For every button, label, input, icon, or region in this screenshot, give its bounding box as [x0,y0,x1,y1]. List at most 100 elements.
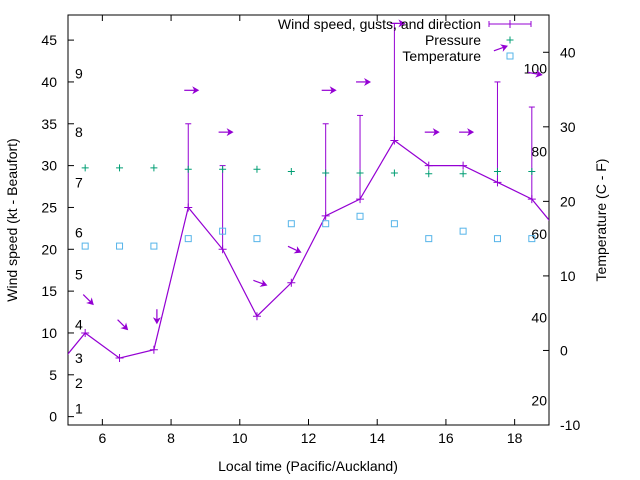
temperature-point [390,220,398,228]
wind-direction-arrow [184,86,200,95]
y2-tick-label: 20 [560,193,576,209]
wind-direction-arrow [321,86,337,95]
pressure-point [425,170,433,178]
y-tick-label: 5 [49,367,57,383]
fahrenheit-label: 20 [531,392,547,408]
wind-direction-arrow [287,245,302,254]
pressure-point [184,165,192,173]
legend-label: Wind speed, gusts, and direction [278,16,481,32]
y-tick-label: 15 [41,283,57,299]
beaufort-label: 3 [75,350,83,366]
y-tick-label: 30 [41,158,57,174]
pressure-point [253,165,261,173]
temperature-point [459,227,467,235]
y2-axis-title: Temperature (C - F) [593,159,609,282]
wind-speed-point [527,195,536,204]
x-tick-label: 8 [167,430,175,446]
y-tick-label: 35 [41,116,57,132]
fahrenheit-label: 40 [531,310,547,326]
wind-speed-point [149,345,158,354]
x-axis-title: Local time (Pacific/Auckland) [218,458,398,474]
wind-direction-arrow [356,77,372,86]
temperature-point [184,235,192,243]
x-tick-label: 14 [369,430,385,446]
beaufort-label: 8 [75,124,83,140]
y-axis-title: Wind speed (kt - Beaufort) [4,138,20,301]
y-tick-label: 25 [41,199,57,215]
x-tick-label: 6 [98,430,106,446]
pressure-point [81,164,89,172]
temperature-point [528,235,536,243]
wind-speed-point [459,161,468,170]
x-tick-label: 12 [301,430,317,446]
wind-direction-arrow [82,294,94,306]
temperature-point [253,235,261,243]
wind-direction-arrow [253,279,268,287]
wind-speed-point [252,312,261,321]
pressure-point [390,169,398,177]
temperature-point [150,242,158,250]
y-tick-label: 20 [41,241,57,257]
wind-speed-point [356,195,365,204]
pressure-point [356,169,364,177]
wind-direction-arrow [218,128,234,137]
y2-tick-label: 10 [560,268,576,284]
wind-speed-point [321,211,330,220]
y-tick-label: 10 [41,325,57,341]
wind-direction-arrow [117,319,129,331]
pressure-point [150,164,158,172]
y-tick-label: 40 [41,74,57,90]
wind-direction-arrow [390,19,406,28]
beaufort-label: 7 [75,174,83,190]
wind-speed-point [287,278,296,287]
x-tick-label: 16 [438,430,454,446]
x-tick-label: 10 [232,430,248,446]
wind-direction-arrow [152,309,161,325]
beaufort-label: 1 [75,400,83,416]
fahrenheit-label: 60 [531,226,547,242]
y2-tick-label: 30 [560,119,576,135]
wind-direction-arrow [424,128,440,137]
temperature-point [356,212,364,220]
wind-speed-point [424,161,433,170]
pressure-point [493,168,501,176]
y-tick-label: 45 [41,32,57,48]
wind-direction-arrow [493,44,508,52]
wind-speed-point [81,328,90,337]
beaufort-label: 5 [75,266,83,282]
plot-frame [67,14,550,426]
temperature-point [116,242,124,250]
beaufort-label: 9 [75,66,83,82]
wind-speed-point [184,203,193,212]
legend-label: Pressure [425,32,481,48]
wind-speed-line [68,139,549,359]
pressure-point [322,169,330,177]
fahrenheit-label: 80 [531,143,547,159]
temperature-point [493,235,501,243]
pressure-point [287,168,295,176]
beaufort-label: 6 [75,225,83,241]
legend-pressure-marker [506,36,514,44]
x-tick-label: 18 [507,430,523,446]
wind-speed-point [390,136,399,145]
temperature-point [425,235,433,243]
beaufort-label: 4 [75,317,83,333]
pressure-point [219,165,227,173]
wind-direction-arrow [459,128,475,137]
pressure-point [116,164,124,172]
pressure-point [459,170,467,178]
y2-tick-label: -10 [560,417,580,433]
temperature-point [81,242,89,250]
wind-speed-point [218,245,227,254]
temperature-point [287,220,295,228]
y2-tick-label: 40 [560,44,576,60]
temperature-point [322,220,330,228]
wind-speed-point [115,354,124,363]
temperature-point [219,227,227,235]
pressure-point [528,168,536,176]
beaufort-label: 2 [75,375,83,391]
wind-speed-point [493,178,502,187]
legend-temperature-marker [506,52,514,60]
y-tick-label: 0 [49,409,57,425]
